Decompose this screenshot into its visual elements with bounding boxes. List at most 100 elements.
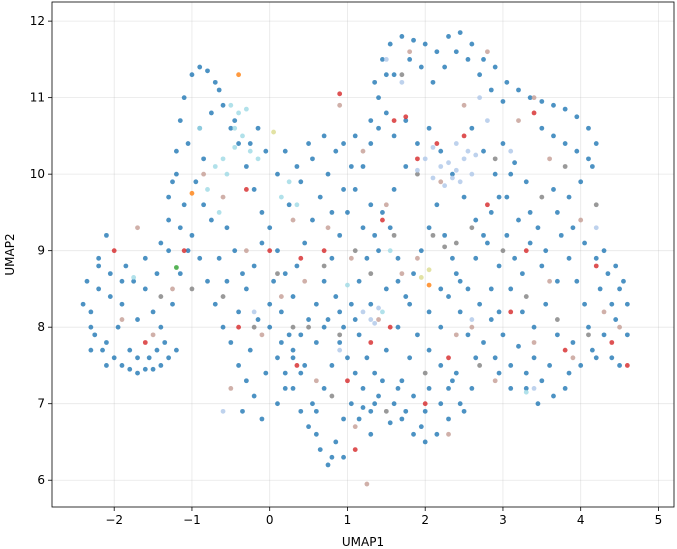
- data-point: [360, 405, 366, 410]
- data-point: [142, 286, 148, 292]
- data-point: [391, 133, 397, 139]
- data-point: [481, 56, 486, 62]
- data-point: [617, 324, 622, 330]
- data-point: [387, 324, 393, 330]
- data-point: [492, 378, 498, 384]
- data-point: [333, 148, 339, 154]
- data-point: [321, 386, 327, 391]
- data-point: [601, 248, 607, 254]
- data-point: [119, 278, 125, 284]
- data-point: [278, 309, 284, 315]
- data-point: [267, 301, 273, 307]
- data-point: [146, 355, 152, 361]
- data-point: [609, 355, 615, 361]
- data-point: [107, 294, 113, 299]
- data-point: [516, 87, 521, 93]
- data-point: [189, 190, 195, 196]
- data-point: [220, 408, 226, 414]
- data-point: [554, 210, 560, 215]
- data-point: [624, 301, 630, 307]
- data-point: [523, 179, 529, 185]
- data-point: [263, 370, 269, 376]
- x-tick-label: 2: [421, 513, 429, 527]
- data-point: [403, 118, 409, 123]
- data-point: [170, 286, 175, 292]
- data-point: [438, 363, 444, 368]
- data-point: [243, 164, 249, 169]
- data-point: [422, 41, 428, 47]
- data-point: [481, 148, 486, 154]
- data-point: [383, 56, 389, 62]
- data-point: [352, 133, 358, 139]
- data-point: [372, 320, 378, 326]
- data-point: [356, 278, 362, 284]
- data-point: [306, 141, 311, 146]
- data-point: [465, 332, 471, 338]
- data-point: [317, 447, 323, 453]
- data-point: [154, 347, 160, 353]
- data-point: [457, 309, 463, 315]
- data-point: [434, 49, 440, 55]
- data-point: [492, 64, 498, 70]
- data-point: [356, 332, 362, 338]
- data-point: [251, 393, 257, 399]
- data-point: [597, 286, 603, 292]
- data-point: [617, 363, 622, 368]
- data-point: [380, 309, 385, 315]
- data-point: [96, 255, 102, 261]
- data-point: [352, 447, 358, 453]
- data-point: [457, 179, 463, 185]
- data-point: [317, 194, 323, 200]
- data-point: [290, 347, 296, 353]
- data-point: [368, 340, 374, 345]
- data-point: [376, 125, 381, 131]
- data-point: [220, 102, 226, 108]
- data-point: [286, 332, 292, 338]
- data-point: [348, 255, 354, 261]
- data-point: [504, 194, 510, 200]
- data-point: [461, 133, 467, 139]
- data-point: [465, 56, 471, 62]
- data-point: [348, 164, 354, 169]
- data-point: [578, 179, 584, 185]
- data-point: [158, 324, 164, 330]
- data-point: [368, 301, 374, 307]
- y-tick-label: 10: [30, 167, 45, 181]
- data-point: [383, 347, 389, 353]
- data-point: [430, 144, 436, 150]
- data-point: [527, 95, 533, 101]
- data-point: [473, 152, 479, 158]
- data-point: [329, 255, 335, 261]
- data-point: [430, 79, 436, 85]
- data-point: [469, 317, 475, 322]
- data-point: [356, 416, 362, 422]
- data-point: [399, 271, 405, 277]
- data-point: [485, 49, 490, 55]
- data-point: [426, 347, 432, 353]
- data-point: [142, 255, 148, 261]
- data-point: [135, 225, 140, 231]
- data-point: [391, 187, 397, 192]
- data-point: [96, 263, 102, 269]
- data-point: [236, 141, 242, 146]
- data-point: [418, 64, 424, 70]
- data-point: [485, 240, 490, 246]
- data-point: [220, 294, 226, 299]
- data-point: [609, 301, 615, 307]
- data-point: [593, 141, 599, 146]
- data-point: [290, 294, 296, 299]
- data-point: [539, 194, 545, 200]
- data-point: [345, 355, 350, 361]
- data-point: [208, 217, 214, 223]
- data-point: [228, 102, 234, 108]
- data-point: [461, 194, 467, 200]
- data-point: [395, 324, 401, 330]
- data-point: [282, 386, 288, 391]
- data-point: [411, 393, 416, 399]
- data-point: [399, 34, 405, 39]
- data-point: [446, 294, 451, 299]
- data-point: [119, 317, 125, 322]
- data-point: [251, 187, 257, 192]
- data-point: [278, 194, 284, 200]
- data-point: [364, 355, 370, 361]
